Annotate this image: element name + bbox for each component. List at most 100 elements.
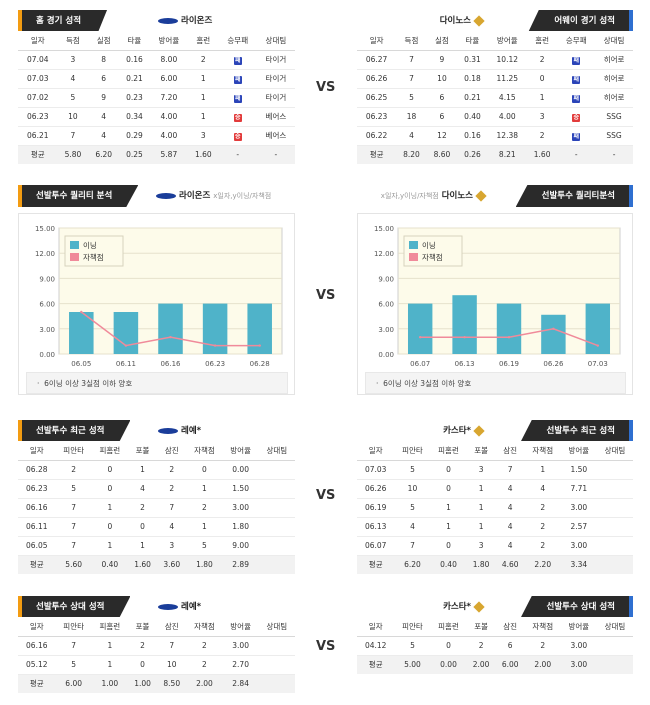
- table-cell: 2: [526, 50, 558, 70]
- table-cell: SSG: [595, 126, 633, 146]
- table-cell: 베어스: [256, 107, 295, 127]
- section-tag: 선발투수 최근 성적: [520, 420, 633, 442]
- table-cell: 4.00: [149, 126, 188, 146]
- x-tick-label: 06.23: [205, 360, 225, 368]
- column-header: 피안타: [394, 617, 431, 637]
- table-cell: 2.00: [186, 674, 223, 693]
- column-header: 득점: [396, 31, 427, 51]
- table-cell: 0: [91, 479, 128, 499]
- pitcher-recent-left-table: 일자 피안타 피홈런 포볼 삼진 자책점 방어율 상대팀 06.28 2 0 1 2 0 0.00 06.23…: [18, 441, 295, 574]
- column-header: 실점: [88, 31, 120, 51]
- column-header: 상대팀: [596, 441, 633, 461]
- lions-logo-icon: [156, 192, 176, 199]
- table-cell: 06.26: [357, 69, 397, 89]
- bar-mark: [496, 303, 522, 354]
- loss-icon: 패: [572, 132, 581, 141]
- table-cell: 1: [187, 107, 219, 127]
- line-point: [463, 336, 466, 339]
- table-cell: 1.80: [466, 555, 496, 574]
- table-cell: 4.60: [495, 555, 525, 574]
- section-tag: 선발투수 최근 성적: [18, 420, 131, 442]
- table-cell: 2.00: [466, 655, 496, 674]
- pitcher-recent-left-section: 선발투수 최근 성적 레예* 일자 피안타 피홈런 포볼 삼진 자책점 방어율 상대팀 06.2…: [18, 420, 295, 575]
- table-cell: 승: [218, 126, 257, 146]
- x-tick-label: 06.13: [455, 360, 475, 368]
- table-cell: 06.23: [18, 107, 58, 127]
- table-cell: 3.34: [560, 555, 597, 574]
- table-header-row: 일자 득점 실점 타율 방어율 홈런 승무패 상대팀: [357, 31, 633, 51]
- table-cell: 06.25: [357, 88, 397, 108]
- table-cell: 9.00: [222, 536, 259, 556]
- table-cell: 06.27: [357, 50, 397, 70]
- table-row: 06.19 5 1 1 4 2 3.00: [357, 498, 633, 518]
- table-row: 06.22 4 12 0.16 12.38 2 패 SSG: [357, 126, 633, 146]
- table-cell: 3.00: [560, 536, 597, 556]
- table-cell: 4.00: [487, 107, 527, 127]
- x-tick-label: 06.11: [116, 360, 136, 368]
- table-cell: 10: [157, 655, 187, 675]
- table-cell: 4: [127, 479, 158, 499]
- table-cell: 05.12: [18, 655, 56, 675]
- table-cell: 2: [524, 498, 561, 518]
- quality-right-chart: 0.00 3.00 6.00 9.00 12.00 15.00 06.07 06.13 06.1…: [374, 225, 621, 368]
- quality-left-chart: 0.00 3.00 6.00 9.00 12.00 15.00 06.05 06.11 06.1…: [35, 225, 283, 368]
- column-header: 방어율: [560, 441, 597, 461]
- table-cell: 7: [55, 517, 92, 537]
- table-cell: 1: [186, 479, 223, 499]
- column-header: 타율: [457, 31, 488, 51]
- table-cell: [596, 498, 633, 518]
- table-cell: 7: [57, 126, 89, 146]
- column-header: 일자: [18, 441, 56, 461]
- column-header: 피안타: [394, 441, 431, 461]
- table-cell: 2: [186, 636, 223, 656]
- table-cell: [258, 636, 295, 656]
- column-header: 자책점: [524, 617, 561, 637]
- table-cell: 06.22: [357, 126, 397, 146]
- line-point: [552, 327, 555, 330]
- column-header: 삼진: [495, 441, 525, 461]
- table-cell: 0.21: [457, 88, 488, 108]
- table-cell: 0.40: [91, 555, 128, 574]
- loss-icon: 패: [233, 75, 242, 84]
- table-cell: 3: [157, 536, 187, 556]
- table-cell: 1: [430, 517, 467, 537]
- table-header-row: 일자 피안타 피홈런 포볼 삼진 자책점 방어율 상대팀: [18, 441, 295, 461]
- table-cell: 9: [426, 50, 458, 70]
- column-header: 피홈런: [430, 617, 467, 637]
- table-cell: 베어스: [256, 126, 295, 146]
- column-header: 일자: [357, 441, 395, 461]
- table-cell: 0.26: [457, 145, 488, 164]
- bar-mark: [407, 303, 433, 354]
- line-point: [258, 344, 261, 347]
- table-cell: 5: [57, 88, 89, 108]
- recent-right-header: 다이노스 어웨이 경기 성적: [357, 10, 633, 32]
- table-cell: 6.20: [394, 555, 431, 574]
- table-cell: 2: [55, 460, 92, 480]
- table-cell: 04.12: [357, 636, 395, 656]
- section-tag: 선발투수 퀄리티 분석: [18, 185, 139, 207]
- table-cell: 0: [91, 460, 128, 480]
- table-cell: 패: [557, 50, 596, 70]
- table-cell: 12.38: [487, 126, 527, 146]
- table-cell: 7: [394, 536, 431, 556]
- legend-swatch-bar: [70, 241, 79, 249]
- pitcher-vs-left-table: 일자 피안타 피홈런 포볼 삼진 자책점 방어율 상대팀 06.16 7 1 2 7 2 3.00 05.12…: [18, 617, 295, 693]
- recent-left-table: 일자 득점 실점 타율 방어율 홈런 승무패 상대팀 07.04 3 8 0.16 8.00 2 패 타이거 0…: [18, 31, 295, 164]
- quality-left-chart-box: 0.00 3.00 6.00 9.00 12.00 15.00 06.05 06.11 06.1…: [18, 213, 295, 395]
- table-cell: 2: [526, 126, 558, 146]
- table-cell: 18: [396, 107, 427, 127]
- table-cell: 1: [466, 498, 496, 518]
- table-cell: 8.00: [149, 50, 188, 70]
- table-cell: 0.18: [457, 69, 488, 89]
- table-cell: 2: [186, 655, 223, 675]
- table-row: 06.16 7 1 2 7 2 3.00: [18, 498, 295, 518]
- average-row: 평균 8.20 8.60 0.26 8.21 1.60- -: [357, 145, 633, 164]
- average-row: 평균 5.00 0.00 2.00 6.00 2.00 3.00: [357, 655, 633, 674]
- bar-mark: [158, 303, 183, 354]
- loss-icon: 패: [572, 75, 581, 84]
- pitcher-recent-left-header: 선발투수 최근 성적 레예*: [18, 420, 295, 442]
- table-cell: 10: [394, 479, 431, 499]
- table-cell: 평균: [357, 145, 397, 164]
- table-cell: 06.28: [18, 460, 56, 480]
- quality-left-section: 선발투수 퀄리티 분석 라이온즈 x일자,y이닝/자책점 0.00 3.00 6.0…: [18, 185, 295, 395]
